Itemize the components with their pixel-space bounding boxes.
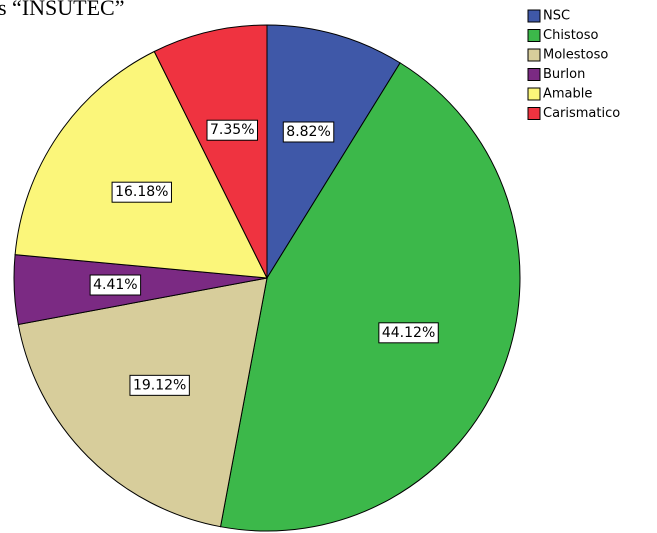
legend-label: Burlon [543,67,585,82]
pie-slice [14,50,268,279]
chart-title: s “INSUTEC” [0,0,124,20]
legend-label: Chistoso [543,28,599,43]
data-label-box [206,119,259,141]
legend-swatch [527,107,541,120]
pie-slice [266,24,401,280]
data-label-box [282,121,335,143]
pie-slice [17,277,268,528]
data-label-box [129,374,190,396]
data-label: 7.35% [210,122,254,138]
legend-swatch [527,68,541,81]
data-label: 16.18% [115,184,168,200]
pie-slice [219,62,521,532]
legend-swatch [527,48,541,62]
data-label-box [111,181,172,203]
legend-label: Amable [543,87,592,102]
data-label-box [89,274,142,296]
data-label: 44.12% [382,325,435,341]
pie-slice [153,24,268,279]
legend-label: Molestoso [543,48,608,63]
legend-swatch [527,9,541,23]
legend-label: NSC [543,9,570,24]
data-label: 19.12% [133,377,186,393]
legend-swatch [527,29,541,42]
data-label: 4.41% [93,277,137,293]
data-label-box [378,322,439,344]
legend-label: Carismatico [543,106,620,121]
data-label: 8.82% [286,124,330,140]
legend-swatch [527,87,541,101]
